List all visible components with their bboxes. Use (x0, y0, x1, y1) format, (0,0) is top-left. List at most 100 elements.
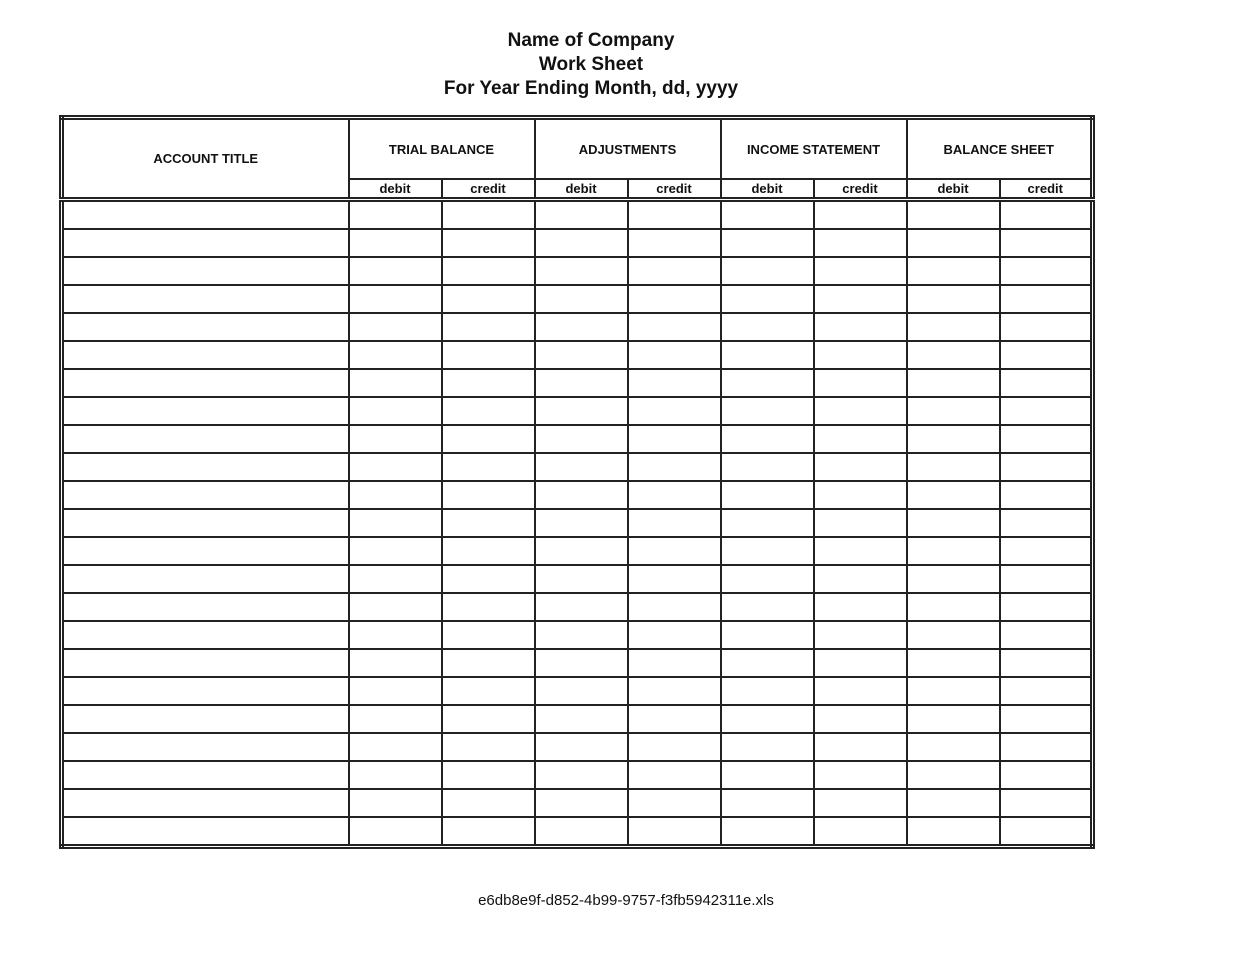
credit-cell[interactable] (626, 760, 722, 790)
debit-cell[interactable] (719, 452, 815, 482)
debit-cell[interactable] (533, 760, 629, 790)
debit-cell[interactable] (533, 592, 629, 622)
debit-cell[interactable] (347, 368, 443, 398)
account-cell[interactable] (60, 198, 350, 230)
debit-cell[interactable] (533, 198, 629, 230)
credit-cell[interactable] (998, 284, 1094, 314)
credit-cell[interactable] (812, 508, 908, 538)
debit-cell[interactable] (347, 788, 443, 818)
credit-cell[interactable] (440, 480, 536, 510)
debit-cell[interactable] (905, 760, 1001, 790)
credit-cell[interactable] (626, 508, 722, 538)
debit-cell[interactable] (533, 816, 629, 848)
debit-cell[interactable] (719, 592, 815, 622)
credit-cell[interactable] (626, 256, 722, 286)
debit-cell[interactable] (905, 648, 1001, 678)
debit-cell[interactable] (533, 424, 629, 454)
debit-cell[interactable] (347, 228, 443, 258)
debit-cell[interactable] (347, 284, 443, 314)
account-cell[interactable] (60, 760, 350, 790)
debit-cell[interactable] (905, 256, 1001, 286)
debit-cell[interactable] (905, 312, 1001, 342)
credit-cell[interactable] (998, 340, 1094, 370)
credit-cell[interactable] (812, 816, 908, 848)
credit-cell[interactable] (440, 676, 536, 706)
credit-cell[interactable] (998, 816, 1094, 848)
debit-cell[interactable] (533, 452, 629, 482)
debit-cell[interactable] (905, 564, 1001, 594)
credit-cell[interactable] (812, 732, 908, 762)
debit-cell[interactable] (533, 480, 629, 510)
account-cell[interactable] (60, 368, 350, 398)
credit-cell[interactable] (812, 676, 908, 706)
debit-cell[interactable] (347, 648, 443, 678)
credit-cell[interactable] (812, 620, 908, 650)
account-cell[interactable] (60, 816, 350, 848)
credit-cell[interactable] (812, 396, 908, 426)
account-cell[interactable] (60, 564, 350, 594)
credit-cell[interactable] (440, 620, 536, 650)
account-cell[interactable] (60, 312, 350, 342)
account-cell[interactable] (60, 788, 350, 818)
credit-cell[interactable] (812, 228, 908, 258)
debit-cell[interactable] (347, 312, 443, 342)
credit-cell[interactable] (998, 648, 1094, 678)
debit-cell[interactable] (905, 788, 1001, 818)
debit-cell[interactable] (905, 620, 1001, 650)
credit-cell[interactable] (626, 424, 722, 454)
credit-cell[interactable] (440, 788, 536, 818)
account-cell[interactable] (60, 536, 350, 566)
credit-cell[interactable] (998, 732, 1094, 762)
credit-cell[interactable] (440, 368, 536, 398)
debit-cell[interactable] (347, 340, 443, 370)
debit-cell[interactable] (719, 312, 815, 342)
credit-cell[interactable] (998, 452, 1094, 482)
debit-cell[interactable] (533, 732, 629, 762)
credit-cell[interactable] (812, 424, 908, 454)
debit-cell[interactable] (347, 704, 443, 734)
credit-cell[interactable] (998, 228, 1094, 258)
credit-cell[interactable] (626, 228, 722, 258)
credit-cell[interactable] (626, 648, 722, 678)
credit-cell[interactable] (812, 704, 908, 734)
credit-cell[interactable] (812, 592, 908, 622)
credit-cell[interactable] (998, 788, 1094, 818)
debit-cell[interactable] (905, 368, 1001, 398)
debit-cell[interactable] (719, 340, 815, 370)
debit-cell[interactable] (533, 564, 629, 594)
account-cell[interactable] (60, 704, 350, 734)
debit-cell[interactable] (719, 760, 815, 790)
credit-cell[interactable] (998, 256, 1094, 286)
account-cell[interactable] (60, 284, 350, 314)
credit-cell[interactable] (998, 198, 1094, 230)
credit-cell[interactable] (998, 508, 1094, 538)
debit-cell[interactable] (347, 452, 443, 482)
credit-cell[interactable] (626, 452, 722, 482)
debit-cell[interactable] (719, 424, 815, 454)
credit-cell[interactable] (812, 256, 908, 286)
credit-cell[interactable] (812, 760, 908, 790)
debit-cell[interactable] (347, 424, 443, 454)
debit-cell[interactable] (719, 564, 815, 594)
credit-cell[interactable] (626, 620, 722, 650)
account-cell[interactable] (60, 256, 350, 286)
debit-cell[interactable] (719, 676, 815, 706)
debit-cell[interactable] (719, 816, 815, 848)
credit-cell[interactable] (440, 592, 536, 622)
credit-cell[interactable] (812, 198, 908, 230)
debit-cell[interactable] (533, 620, 629, 650)
debit-cell[interactable] (347, 564, 443, 594)
debit-cell[interactable] (719, 536, 815, 566)
credit-cell[interactable] (812, 480, 908, 510)
debit-cell[interactable] (719, 396, 815, 426)
debit-cell[interactable] (533, 340, 629, 370)
account-cell[interactable] (60, 480, 350, 510)
debit-cell[interactable] (533, 648, 629, 678)
credit-cell[interactable] (998, 536, 1094, 566)
debit-cell[interactable] (905, 676, 1001, 706)
debit-cell[interactable] (719, 788, 815, 818)
credit-cell[interactable] (998, 368, 1094, 398)
account-cell[interactable] (60, 508, 350, 538)
account-cell[interactable] (60, 592, 350, 622)
debit-cell[interactable] (905, 480, 1001, 510)
